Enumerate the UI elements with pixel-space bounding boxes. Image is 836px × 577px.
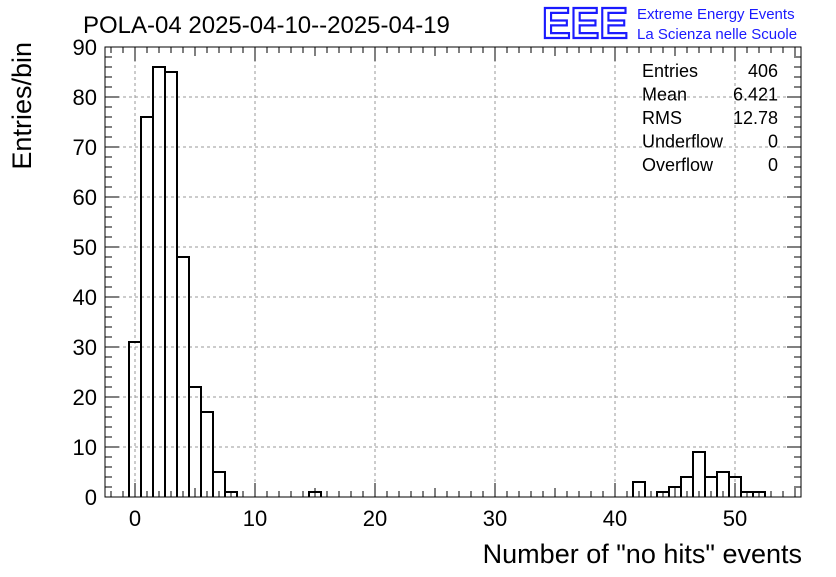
histogram-bar <box>692 451 706 497</box>
x-tick-label: 40 <box>603 506 627 531</box>
axis-ticks <box>105 46 801 498</box>
y-tick-label: 20 <box>73 385 97 410</box>
y-tick-label: 70 <box>73 135 97 160</box>
stats-key: Mean <box>642 85 687 105</box>
y-tick-label: 10 <box>73 435 97 460</box>
stats-key: RMS <box>642 108 682 128</box>
stats-key: Entries <box>642 61 698 81</box>
histogram-bar <box>152 66 166 497</box>
x-tick-label: 0 <box>129 506 141 531</box>
histogram-bar <box>188 386 202 497</box>
histogram-bar <box>728 476 742 497</box>
histogram-bar <box>140 116 154 497</box>
eee-logo: EEE Extreme Energy Events La Scienza nel… <box>541 0 797 49</box>
logo-line-2: La Scienza nelle Scuole <box>637 26 797 43</box>
histogram-bar <box>632 481 646 497</box>
grid-lines <box>105 46 801 497</box>
stats-value: 0 <box>768 132 778 152</box>
y-tick-label: 50 <box>73 235 97 260</box>
y-tick-label: 0 <box>85 485 97 510</box>
stats-box: Entries 406 Mean 6.421 RMS 12.78 Underflow 0 Ove… <box>642 61 778 175</box>
x-tick-label: 10 <box>243 506 267 531</box>
chart-title: POLA-04 2025-04-10--2025-04-19 <box>83 12 450 39</box>
stats-key: Underflow <box>642 132 724 152</box>
histogram-bar <box>200 411 214 497</box>
x-tick-label: 50 <box>723 506 747 531</box>
histogram-bar <box>212 471 226 497</box>
plot-frame <box>104 46 802 498</box>
y-tick-label: 40 <box>73 285 97 310</box>
y-tick-label: 30 <box>73 335 97 360</box>
stats-key: Overflow <box>642 155 714 175</box>
eee-logo-mark: EEE <box>542 0 628 48</box>
histogram-bar <box>176 256 190 497</box>
y-tick-label: 80 <box>73 85 97 110</box>
y-axis-label: Entries/bin <box>7 42 37 170</box>
stats-value: 0 <box>768 155 778 175</box>
x-tick-label: 30 <box>483 506 507 531</box>
y-tick-label: 90 <box>73 35 97 60</box>
logo-line-1: Extreme Energy Events <box>637 6 795 23</box>
x-tick-label: 20 <box>363 506 387 531</box>
tick-labels: 0 10 20 30 40 50 0 10 20 30 40 50 60 70 80 90 <box>73 35 748 531</box>
y-tick-label: 60 <box>73 185 97 210</box>
x-axis-label: Number of "no hits" events <box>483 539 802 569</box>
stats-value: 406 <box>748 61 778 81</box>
stats-value: 12.78 <box>733 108 778 128</box>
histogram-bars <box>128 66 766 497</box>
histogram-bar <box>164 71 178 497</box>
stats-value: 6.421 <box>733 85 778 105</box>
